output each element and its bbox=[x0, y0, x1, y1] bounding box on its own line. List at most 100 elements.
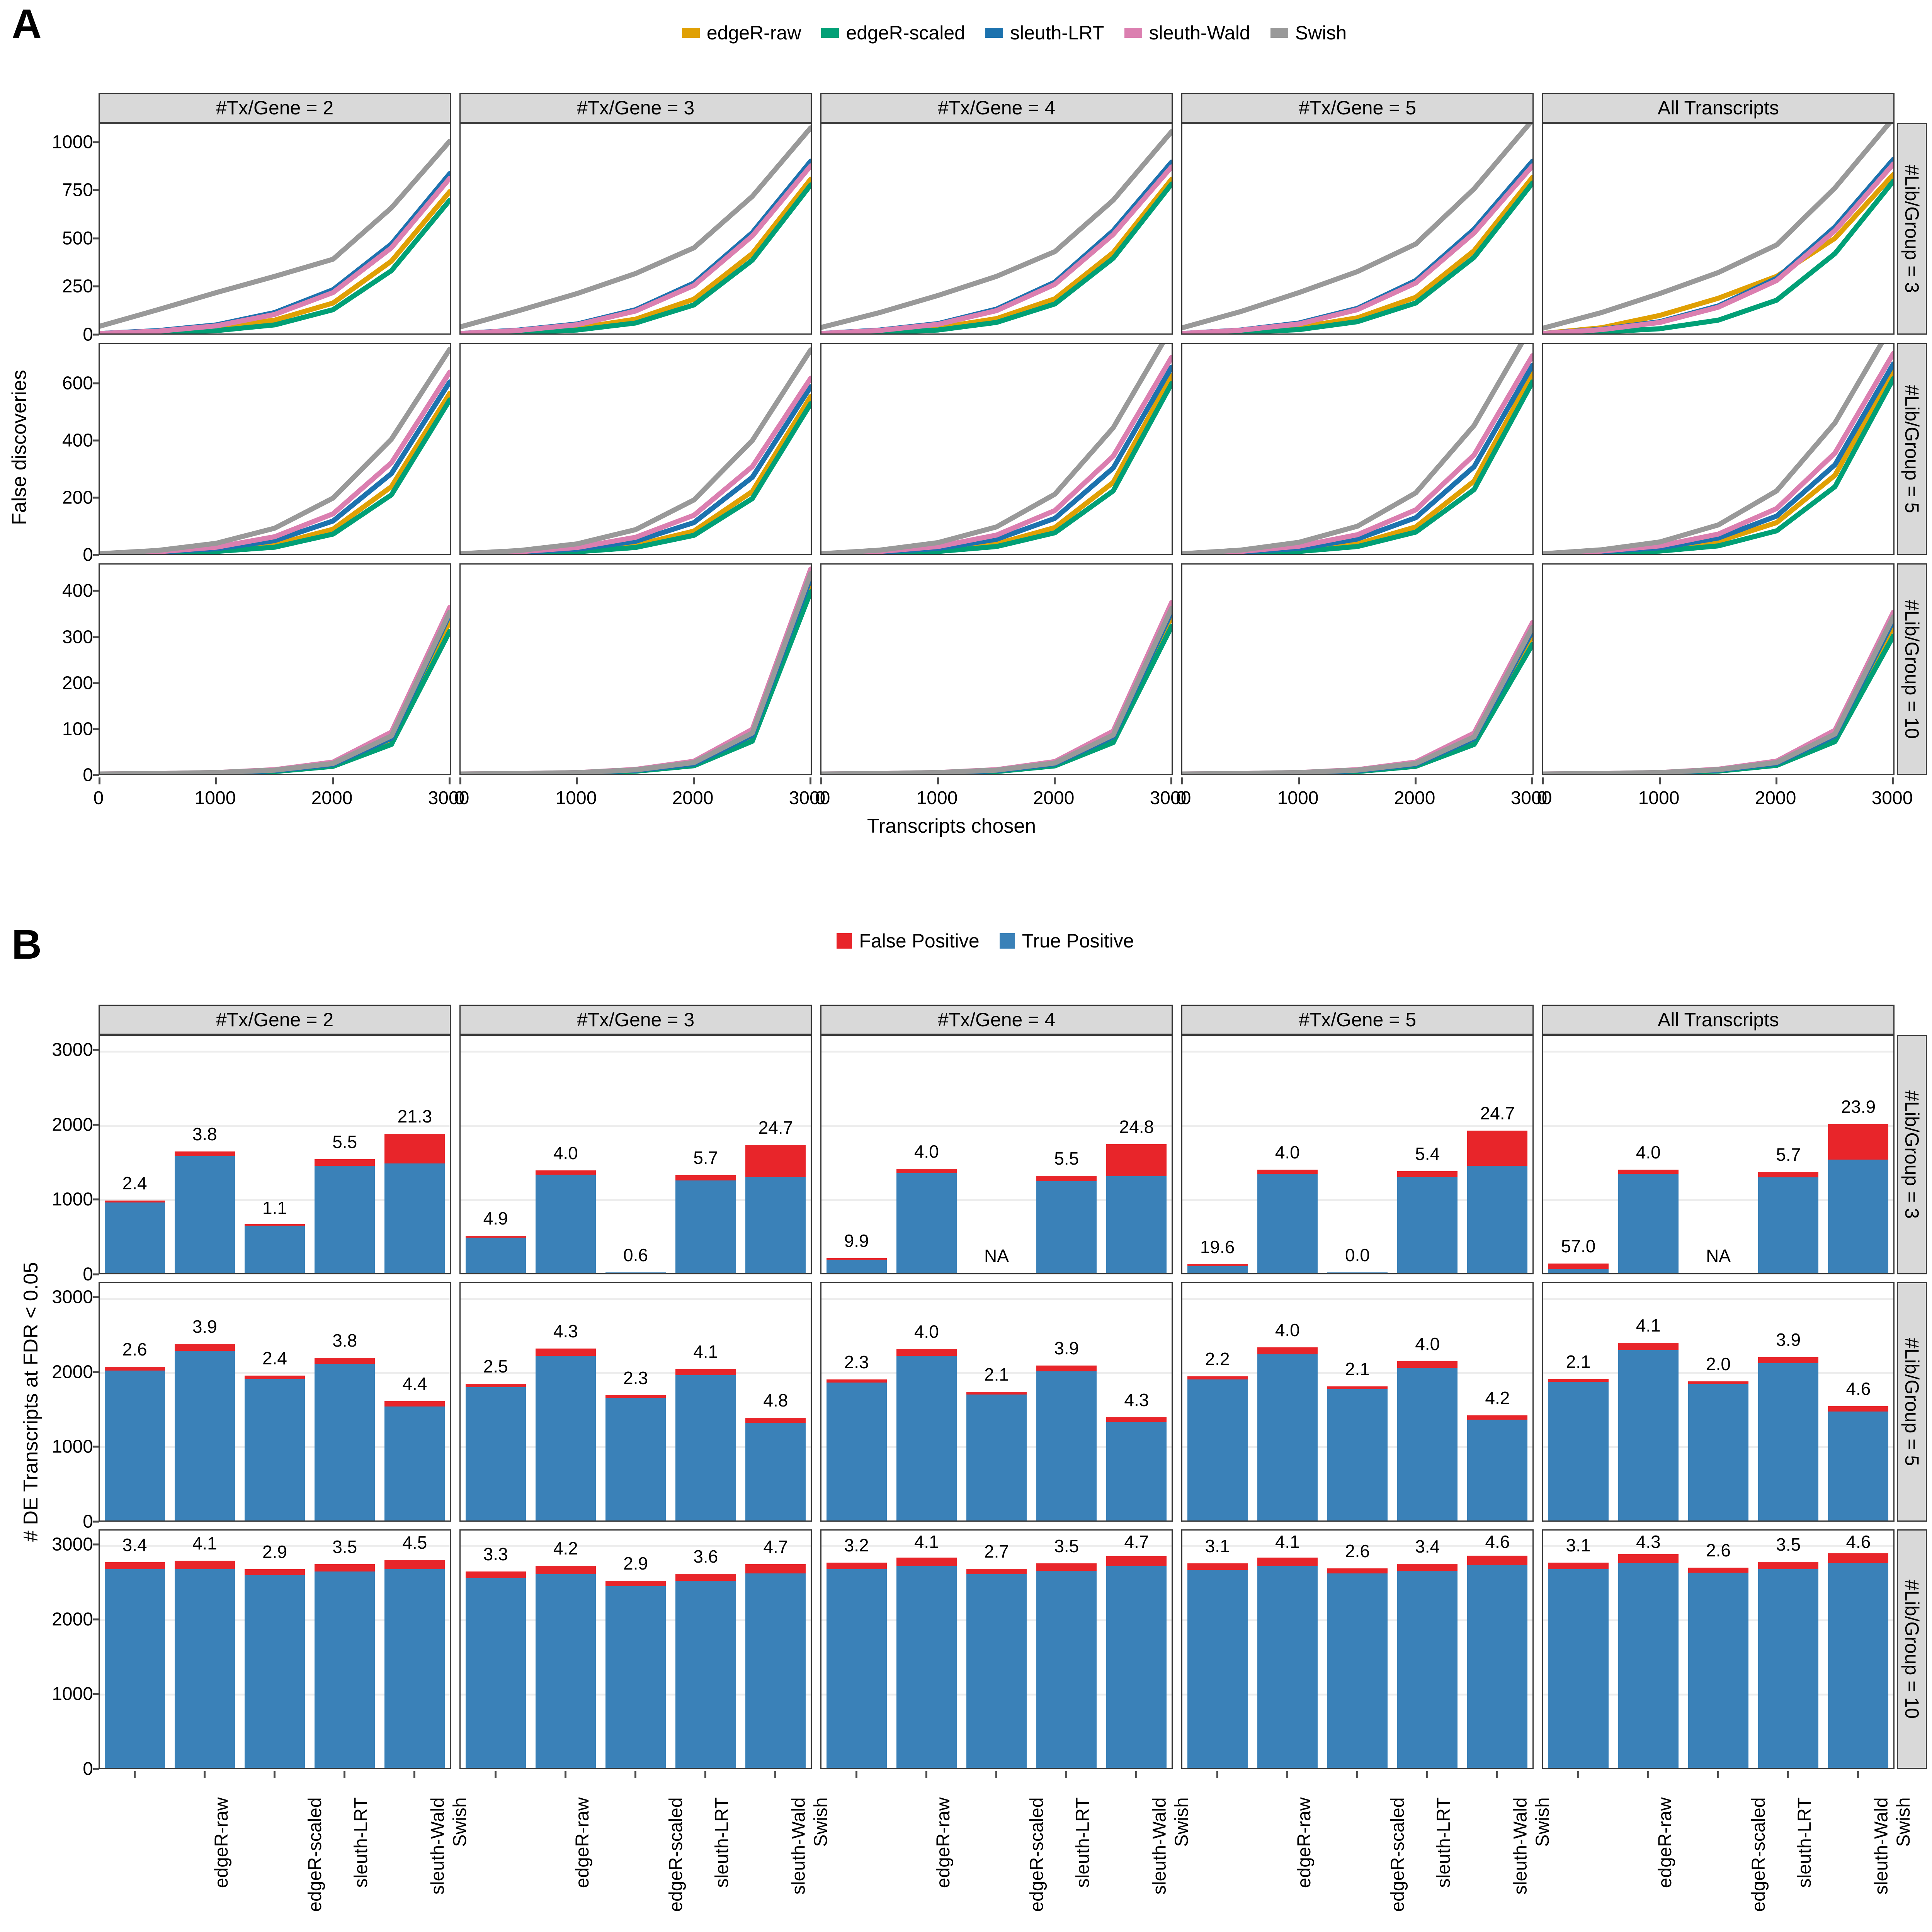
panel-b-bar-false-positive bbox=[966, 1569, 1027, 1575]
panel-b-row-strip-1: #Lib/Group = 5 bbox=[1897, 1282, 1927, 1522]
panel-b-bar-label: 4.1 bbox=[1275, 1532, 1300, 1552]
panel-a-yaxis-row-2: 0 100 200 300 400 bbox=[10, 563, 99, 786]
panel-a-xtick-mark bbox=[332, 777, 334, 784]
panel-a-col-strip-0: #Tx/Gene = 2 bbox=[99, 93, 451, 123]
panel-b-bar-true-positive bbox=[896, 1356, 957, 1520]
panel-b-xtick-mark bbox=[1717, 1771, 1719, 1778]
panel-b-bar-false-positive bbox=[1187, 1376, 1248, 1380]
panel-b-bar-true-positive bbox=[896, 1173, 957, 1273]
panel-a-cell-r2-c2 bbox=[820, 563, 1173, 775]
panel-b-bar-true-positive bbox=[675, 1180, 736, 1273]
legend-a-label-3: sleuth-Wald bbox=[1149, 22, 1250, 44]
panel-b-gridline bbox=[1543, 1520, 1893, 1522]
panel-a-cell-r2-c4 bbox=[1542, 563, 1895, 775]
panel-a-ytick-label: 300 bbox=[62, 627, 93, 648]
panel-b-bar-label: 3.1 bbox=[1566, 1535, 1591, 1556]
panel-b-bar-false-positive bbox=[826, 1562, 887, 1569]
panel-a-lines bbox=[1182, 620, 1532, 774]
panel-b-ytick-label: 2000 bbox=[52, 1362, 93, 1382]
panel-b-row-strip-2: #Lib/Group = 10 bbox=[1897, 1529, 1927, 1769]
panel-a-cell-r1-c0 bbox=[99, 343, 451, 555]
panel-b-bar-label: 5.7 bbox=[1776, 1144, 1801, 1165]
panel-b-bar-false-positive bbox=[966, 1391, 1027, 1395]
panel-b-gridline bbox=[821, 1273, 1172, 1274]
panel-b-bar-false-positive bbox=[465, 1383, 526, 1387]
panel-b-bar-true-positive bbox=[245, 1379, 305, 1520]
panel-b-bar-false-positive bbox=[315, 1159, 375, 1166]
panel-b-bar-true-positive bbox=[1828, 1160, 1889, 1273]
panel-b-bar-false-positive bbox=[1257, 1347, 1318, 1355]
panel-b-bar-true-positive bbox=[1828, 1411, 1889, 1520]
panel-a-cell-r2-c1 bbox=[459, 563, 812, 775]
panel-b-gridline bbox=[100, 1051, 450, 1053]
panel-a-xtick-label: 2000 bbox=[1033, 788, 1075, 808]
panel-a-ytick-mark bbox=[93, 333, 99, 336]
panel-b-bar-true-positive bbox=[675, 1581, 736, 1768]
panel-a-yaxis-row-1: 0 200 400 600 bbox=[10, 343, 99, 565]
panel-b-ytick-label: 3000 bbox=[52, 1039, 93, 1060]
panel-b-gridline bbox=[461, 1125, 811, 1127]
panel-b-bar-false-positive bbox=[1106, 1144, 1167, 1176]
panel-b-cell-r0-c2: 9.9 4.0 NA 5.5 24.8 bbox=[820, 1035, 1173, 1274]
panel-b-ytick-mark bbox=[93, 1371, 99, 1373]
panel-b-bar-label: 24.7 bbox=[1480, 1103, 1515, 1123]
panel-a-row-strip-label-2: #Lib/Group = 10 bbox=[1901, 600, 1923, 739]
legend-a-item-1: edgeR-scaled bbox=[821, 22, 965, 44]
panel-b-ytick-label: 0 bbox=[83, 1264, 93, 1285]
panel-a-ytick-mark bbox=[93, 554, 99, 556]
panel-b-bar-false-positive bbox=[1828, 1553, 1889, 1563]
panel-a-xtick-mark bbox=[215, 777, 217, 784]
panel-b-ytick-mark bbox=[93, 1543, 99, 1546]
legend-b-label-0: False Positive bbox=[859, 930, 980, 952]
panel-b-xtick-mark bbox=[1647, 1771, 1649, 1778]
panel-b-bar-false-positive bbox=[174, 1560, 235, 1569]
panel-a-cell-r1-c2 bbox=[820, 343, 1173, 555]
panel-a-ytick-mark bbox=[93, 141, 99, 143]
panel-b-bar-label: 23.9 bbox=[1841, 1097, 1876, 1117]
panel-b-bar-false-positive bbox=[1036, 1563, 1097, 1571]
panel-b-bar-true-positive bbox=[675, 1375, 736, 1520]
panel-b-legend: False Positive True Positive bbox=[618, 927, 1352, 954]
panel-b-gridline bbox=[821, 1545, 1172, 1548]
panel-b-ytick-label: 0 bbox=[83, 1511, 93, 1532]
panel-b-xtick-mark bbox=[855, 1771, 857, 1778]
panel-b-ytick-label: 3000 bbox=[52, 1287, 93, 1308]
panel-a-lines bbox=[461, 125, 811, 333]
panel-a-row-strip-2: #Lib/Group = 10 bbox=[1897, 563, 1927, 775]
panel-b-xtick-mark bbox=[634, 1771, 636, 1778]
panel-a-ytick-mark bbox=[93, 774, 99, 776]
panel-b-gridline bbox=[1182, 1545, 1532, 1548]
panel-b-gridline bbox=[821, 1520, 1172, 1522]
panel-a-xtick-label: 2000 bbox=[672, 788, 714, 808]
panel-b-bar-true-positive bbox=[384, 1406, 445, 1520]
panel-b-bar-false-positive bbox=[1397, 1361, 1458, 1368]
panel-a-col-strip-3: #Tx/Gene = 5 bbox=[1181, 93, 1534, 123]
panel-b-bar-label: 3.1 bbox=[1205, 1536, 1230, 1556]
panel-b-bar-label: 3.9 bbox=[192, 1316, 217, 1337]
panel-b-bar-true-positive bbox=[1036, 1371, 1097, 1520]
panel-b-bar-true-positive bbox=[605, 1398, 666, 1520]
panel-b-bar-false-positive bbox=[104, 1562, 165, 1569]
panel-b-cell-r0-c4: 57.0 4.0 NA 5.7 23.9 bbox=[1542, 1035, 1895, 1274]
panel-a-letter: A bbox=[12, 0, 42, 47]
panel-a-ytick-mark bbox=[93, 636, 99, 638]
panel-b-cell-r0-c0: 2.4 3.8 1.1 5.5 21.3 bbox=[99, 1035, 451, 1274]
panel-b-bar-false-positive bbox=[1467, 1415, 1528, 1420]
panel-b-bar-true-positive bbox=[896, 1566, 957, 1768]
panel-b-bar-true-positive bbox=[1688, 1384, 1748, 1520]
panel-b-ytick-label: 0 bbox=[83, 1759, 93, 1779]
panel-b-row-strip-label-0: #Lib/Group = 3 bbox=[1901, 1090, 1923, 1219]
panel-b-xcat-label-sleuth-Wald: sleuth-Wald bbox=[788, 1797, 809, 1895]
panel-b-gridline bbox=[821, 1051, 1172, 1053]
panel-b-bar-true-positive bbox=[1828, 1563, 1889, 1768]
panel-b-bar-true-positive bbox=[315, 1364, 375, 1520]
panel-b-xtick-mark bbox=[1787, 1771, 1789, 1778]
panel-b-bar-label: 1.1 bbox=[262, 1197, 287, 1218]
panel-a-xtick-mark bbox=[1531, 777, 1533, 784]
panel-b-bar-false-positive bbox=[1618, 1554, 1679, 1563]
panel-b-bar-label: 4.1 bbox=[192, 1533, 217, 1553]
panel-b-bar-true-positive bbox=[826, 1259, 887, 1273]
panel-b-ytick-mark bbox=[93, 1049, 99, 1051]
panel-a-lines bbox=[100, 605, 450, 774]
legend-b-swatch-1 bbox=[999, 933, 1015, 949]
